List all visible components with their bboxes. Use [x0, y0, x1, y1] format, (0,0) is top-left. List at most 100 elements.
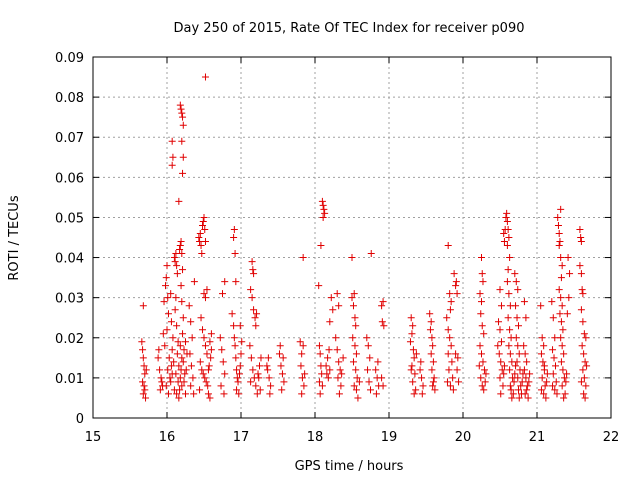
data-point [512, 302, 520, 310]
data-point [379, 298, 387, 306]
data-point [450, 270, 458, 278]
data-point [350, 382, 358, 390]
data-point [364, 342, 372, 350]
data-point [476, 290, 484, 298]
data-point [523, 386, 531, 394]
data-point [178, 137, 186, 145]
data-point [446, 290, 454, 298]
data-point [333, 290, 341, 298]
data-point [514, 374, 522, 382]
data-point [164, 390, 172, 398]
data-point [167, 290, 175, 298]
data-point [479, 278, 487, 286]
data-point [180, 378, 188, 386]
data-point [173, 322, 181, 330]
data-point [443, 314, 451, 322]
data-point [502, 213, 510, 221]
data-point [161, 342, 169, 350]
data-point [139, 346, 147, 354]
data-point [182, 390, 189, 398]
data-point [164, 310, 172, 318]
data-point [498, 366, 506, 374]
data-point [476, 342, 484, 350]
data-point [278, 386, 286, 394]
data-point [353, 374, 361, 382]
data-point [561, 390, 569, 398]
y-tick-label: 0.03 [55, 292, 84, 307]
y-axis-title: ROTI / TECUs [7, 195, 22, 280]
data-point [563, 310, 571, 318]
data-point [557, 358, 565, 366]
data-point [203, 350, 211, 358]
data-point [319, 201, 327, 209]
data-point [167, 362, 175, 370]
data-point [179, 121, 187, 129]
data-point [412, 386, 420, 394]
data-point [252, 382, 260, 390]
data-point [333, 346, 341, 354]
data-point [204, 366, 212, 374]
data-point [513, 314, 521, 322]
data-point [178, 354, 186, 362]
data-point [525, 378, 533, 386]
data-point [315, 378, 323, 386]
data-point [201, 374, 209, 382]
data-point [444, 242, 452, 250]
data-point [315, 342, 323, 350]
data-point [352, 322, 360, 330]
data-point [264, 354, 272, 362]
data-point [173, 262, 181, 270]
data-point [554, 213, 562, 221]
data-point [250, 270, 258, 278]
data-point [378, 374, 386, 382]
data-point [549, 382, 557, 390]
data-point [512, 334, 520, 342]
data-point [519, 370, 527, 378]
data-point [380, 322, 388, 330]
data-point [515, 350, 523, 358]
data-point [497, 338, 505, 346]
data-point [174, 378, 182, 386]
data-point [503, 278, 511, 286]
data-point [352, 386, 360, 394]
data-point [204, 382, 212, 390]
data-point [538, 374, 546, 382]
data-point [566, 270, 574, 278]
data-point [550, 354, 558, 362]
data-point [234, 378, 242, 386]
data-point [297, 362, 305, 370]
data-point [182, 366, 190, 374]
plot-frame [92, 56, 612, 419]
data-point [521, 350, 529, 358]
data-point [236, 370, 244, 378]
data-point [196, 238, 204, 246]
data-point [170, 254, 178, 262]
data-point [411, 370, 419, 378]
data-point [201, 342, 209, 350]
data-point [178, 298, 186, 306]
data-point [557, 274, 565, 282]
x-tick-label: 16 [159, 430, 176, 445]
tick-labels: 15 16 17 18 19 20 21 22 0 0.01 0.02 0.03 0.04 0.05 0.0… [55, 51, 619, 445]
data-point [578, 286, 586, 294]
data-point [495, 350, 503, 358]
data-point [155, 346, 163, 354]
data-point [338, 370, 346, 378]
data-point [372, 390, 380, 398]
data-point [176, 386, 184, 394]
data-point [453, 290, 461, 298]
data-point [506, 382, 514, 390]
data-point [190, 390, 198, 398]
data-point [429, 342, 437, 350]
data-point [577, 234, 585, 241]
data-point [187, 318, 195, 326]
data-point [478, 322, 486, 330]
data-point [537, 386, 545, 394]
data-point [521, 390, 529, 398]
data-point [564, 254, 572, 262]
data-point [540, 362, 548, 370]
data-point [408, 330, 416, 338]
data-point [171, 258, 179, 266]
data-point [352, 350, 360, 358]
data-point [557, 205, 565, 213]
